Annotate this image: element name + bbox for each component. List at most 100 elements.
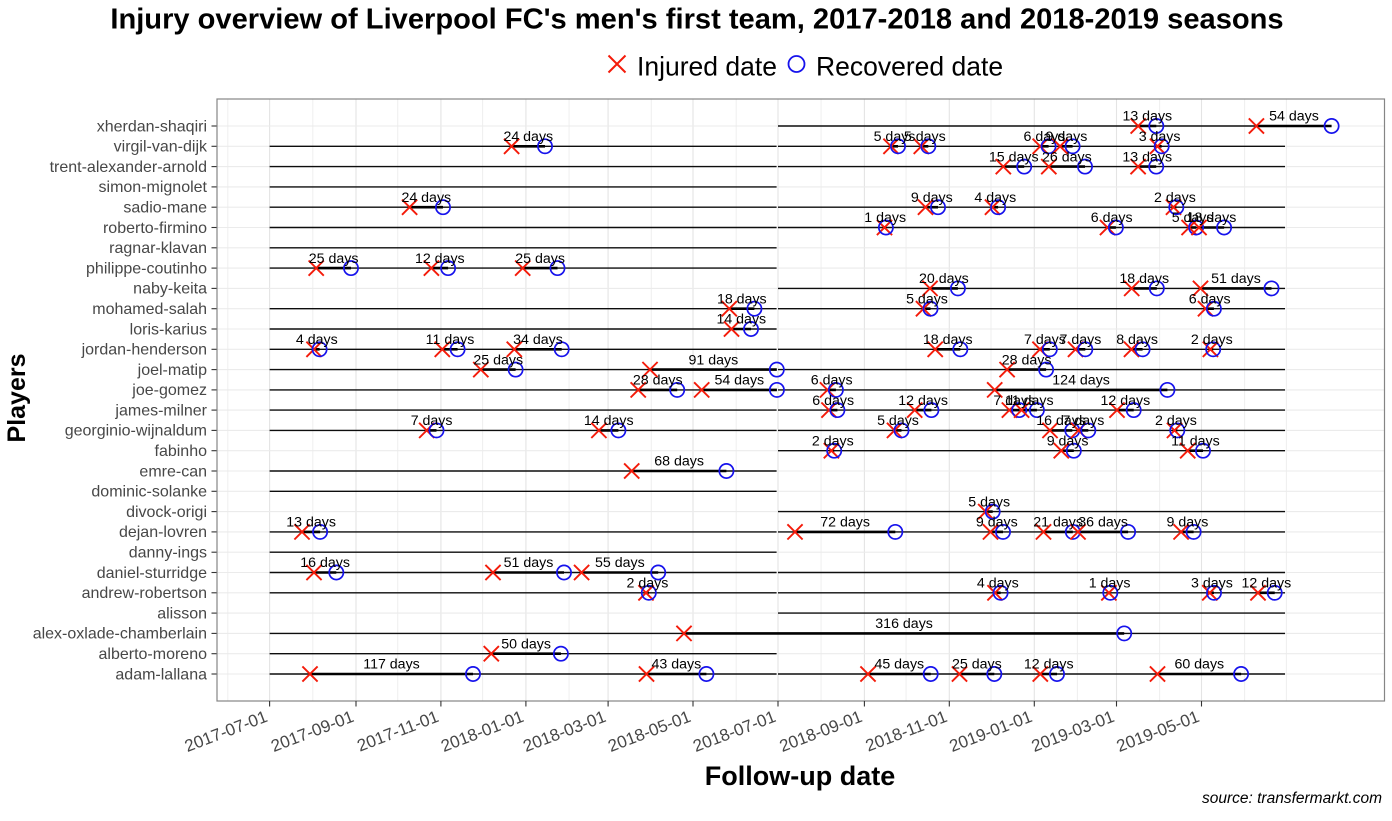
svg-text:divock-origi: divock-origi [126, 504, 207, 521]
svg-text:9 days: 9 days [1045, 129, 1087, 145]
svg-text:14 days: 14 days [584, 413, 634, 429]
svg-text:6 days: 6 days [1023, 129, 1065, 145]
svg-text:fabinho: fabinho [155, 443, 208, 460]
svg-text:3 days: 3 days [1139, 129, 1181, 145]
svg-text:12 days: 12 days [1242, 576, 1292, 592]
svg-text:28 days: 28 days [1002, 352, 1052, 368]
svg-text:60 days: 60 days [1174, 657, 1224, 673]
svg-text:21 days: 21 days [1033, 515, 1083, 531]
svg-text:55 days: 55 days [595, 555, 645, 571]
svg-text:5 days: 5 days [877, 413, 919, 429]
svg-text:roberto-firmino: roberto-firmino [103, 220, 207, 237]
svg-text:18 days: 18 days [1187, 210, 1237, 226]
svg-text:8 days: 8 days [1116, 332, 1158, 348]
svg-text:20 days: 20 days [919, 271, 969, 287]
svg-text:3 days: 3 days [1191, 576, 1233, 592]
svg-text:dominic-solanke: dominic-solanke [91, 484, 207, 501]
svg-text:naby-keita: naby-keita [133, 281, 207, 298]
svg-text:16 days: 16 days [1036, 413, 1086, 429]
svg-text:5 days: 5 days [906, 291, 948, 307]
svg-text:virgil-van-dijk: virgil-van-dijk [114, 139, 208, 156]
svg-text:43 days: 43 days [652, 657, 702, 673]
svg-text:alex-oxlade-chamberlain: alex-oxlade-chamberlain [33, 626, 207, 643]
svg-text:5 days: 5 days [904, 129, 946, 145]
svg-text:51 days: 51 days [1211, 271, 1261, 287]
svg-text:50 days: 50 days [501, 636, 551, 652]
svg-text:13 days: 13 days [1122, 109, 1172, 125]
svg-text:7 days: 7 days [1024, 332, 1066, 348]
svg-text:18 days: 18 days [1119, 271, 1169, 287]
svg-text:13 days: 13 days [286, 515, 336, 531]
svg-text:6 days: 6 days [811, 373, 853, 389]
svg-text:12 days: 12 days [415, 251, 465, 267]
svg-text:joel-matip: joel-matip [137, 362, 207, 379]
svg-text:25 days: 25 days [952, 657, 1002, 673]
svg-text:16 days: 16 days [300, 555, 350, 571]
svg-text:2 days: 2 days [812, 433, 854, 449]
svg-text:4 days: 4 days [974, 190, 1016, 206]
svg-text:124 days: 124 days [1052, 373, 1110, 389]
svg-text:11 days: 11 days [1171, 433, 1220, 449]
svg-text:georginio-wijnaldum: georginio-wijnaldum [65, 423, 207, 440]
svg-text:117 days: 117 days [363, 657, 420, 673]
svg-text:alisson: alisson [157, 605, 207, 622]
svg-text:xherdan-shaqiri: xherdan-shaqiri [97, 118, 207, 135]
svg-text:7 days: 7 days [993, 393, 1035, 409]
svg-text:15 days: 15 days [989, 149, 1039, 165]
svg-text:Players: Players [3, 354, 31, 443]
svg-text:joe-gomez: joe-gomez [131, 382, 207, 399]
svg-text:11 days: 11 days [426, 332, 475, 348]
svg-text:mohamed-salah: mohamed-salah [92, 301, 207, 318]
svg-text:36 days: 36 days [1078, 515, 1128, 531]
svg-text:11 days: 11 days [1005, 393, 1054, 409]
svg-text:Follow-up date: Follow-up date [705, 761, 895, 791]
svg-text:12 days: 12 days [1101, 393, 1151, 409]
svg-text:18 days: 18 days [717, 291, 767, 307]
svg-text:Injured date: Injured date [637, 51, 777, 81]
svg-text:72 days: 72 days [820, 515, 870, 531]
svg-text:daniel-sturridge: daniel-sturridge [97, 565, 207, 582]
svg-text:4 days: 4 days [977, 576, 1019, 592]
svg-text:51 days: 51 days [504, 555, 554, 571]
svg-text:9 days: 9 days [976, 515, 1018, 531]
svg-text:source: transfermarkt.com: source: transfermarkt.com [1202, 790, 1382, 807]
svg-text:12 days: 12 days [898, 393, 948, 409]
svg-text:25 days: 25 days [515, 251, 565, 267]
svg-text:adam-lallana: adam-lallana [115, 666, 207, 683]
svg-text:7 days: 7 days [1059, 332, 1101, 348]
svg-text:1 days: 1 days [864, 210, 906, 226]
svg-text:45 days: 45 days [874, 657, 924, 673]
svg-text:13 days: 13 days [1122, 149, 1172, 165]
svg-text:andrew-robertson: andrew-robertson [82, 585, 207, 602]
svg-text:5 days: 5 days [968, 494, 1010, 510]
svg-text:24 days: 24 days [401, 190, 451, 206]
svg-text:philippe-coutinho: philippe-coutinho [86, 260, 207, 277]
svg-text:trent-alexander-arnold: trent-alexander-arnold [50, 159, 207, 176]
svg-text:5 days: 5 days [874, 129, 916, 145]
svg-text:24 days: 24 days [503, 129, 553, 145]
svg-text:12 days: 12 days [1024, 657, 1074, 673]
svg-text:91 days: 91 days [689, 352, 739, 368]
svg-text:54 days: 54 days [1269, 109, 1319, 125]
svg-text:26 days: 26 days [1042, 149, 1092, 165]
svg-text:jordan-henderson: jordan-henderson [81, 342, 207, 359]
svg-text:25 days: 25 days [473, 352, 523, 368]
svg-text:loris-karius: loris-karius [130, 321, 207, 338]
svg-text:9 days: 9 days [1166, 515, 1208, 531]
svg-text:2 days: 2 days [626, 576, 668, 592]
svg-text:7 days: 7 days [1062, 413, 1104, 429]
svg-text:ragnar-klavan: ragnar-klavan [109, 240, 207, 257]
svg-text:Recovered date: Recovered date [816, 51, 1003, 81]
svg-text:alberto-moreno: alberto-moreno [99, 646, 208, 663]
svg-text:2 days: 2 days [1191, 332, 1233, 348]
svg-text:25 days: 25 days [309, 251, 359, 267]
svg-text:2 days: 2 days [1155, 413, 1197, 429]
svg-text:6 days: 6 days [1091, 210, 1133, 226]
svg-text:6 days: 6 days [812, 393, 854, 409]
svg-text:68 days: 68 days [654, 454, 704, 470]
svg-text:dejan-lovren: dejan-lovren [119, 524, 207, 541]
svg-text:34 days: 34 days [513, 332, 563, 348]
svg-text:316 days: 316 days [875, 616, 933, 632]
svg-text:emre-can: emre-can [139, 463, 207, 480]
svg-text:14 days: 14 days [716, 312, 766, 328]
